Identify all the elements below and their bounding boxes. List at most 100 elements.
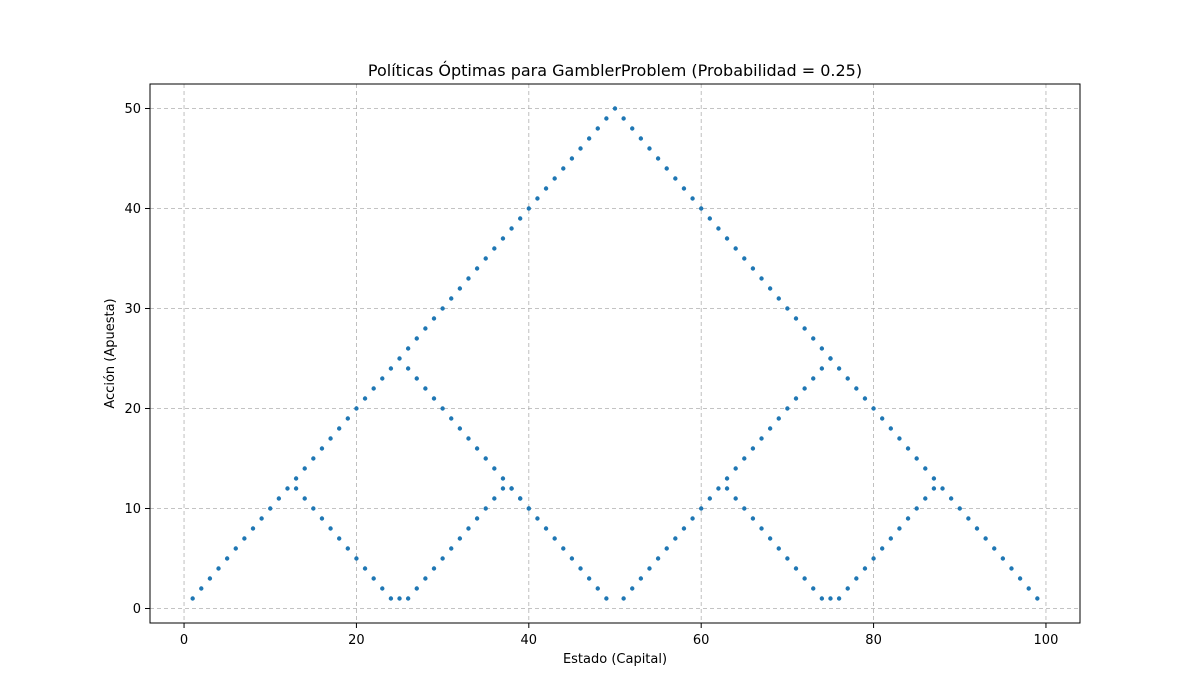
data-point: [371, 386, 376, 391]
data-point: [992, 546, 997, 551]
data-point: [914, 456, 919, 461]
data-point: [845, 376, 850, 381]
data-point: [793, 396, 799, 401]
data-point: [457, 286, 463, 291]
data-point: [862, 566, 868, 571]
data-point: [871, 556, 876, 561]
data-point: [474, 516, 480, 521]
x-axis: 0 20 40 60 80 100: [180, 623, 1058, 648]
data-point: [423, 576, 428, 581]
data-point: [535, 516, 540, 521]
data-point: [517, 216, 523, 221]
data-point: [811, 586, 816, 591]
data-point: [638, 136, 644, 141]
data-point: [974, 526, 980, 531]
data-point: [759, 526, 764, 531]
data-point: [604, 596, 609, 601]
data-point: [543, 526, 549, 531]
y-tick-label: 10: [124, 502, 141, 517]
data-point: [414, 376, 419, 381]
x-tick-label: 0: [180, 633, 188, 648]
data-point: [207, 576, 213, 581]
x-tick-label: 80: [865, 633, 882, 648]
data-point: [431, 316, 437, 321]
data-point: [647, 566, 652, 571]
data-point: [612, 106, 618, 111]
data-point: [259, 516, 264, 521]
data-point: [509, 486, 514, 491]
data-point: [673, 536, 678, 541]
data-point: [405, 596, 411, 601]
data-point: [293, 486, 299, 491]
y-tick-label: 50: [124, 102, 141, 117]
data-point: [526, 506, 532, 511]
data-point: [561, 166, 566, 171]
data-point: [716, 486, 721, 491]
scatter-points: [190, 106, 1040, 601]
x-tick-label: 40: [521, 633, 538, 648]
data-point: [1035, 596, 1040, 601]
data-point: [948, 496, 954, 501]
data-point: [742, 256, 747, 261]
data-point: [604, 116, 609, 121]
data-point: [483, 456, 488, 461]
data-point: [449, 546, 454, 551]
data-point: [785, 406, 790, 411]
data-point: [819, 596, 825, 601]
data-point: [319, 446, 325, 451]
data-point: [431, 396, 437, 401]
data-point: [811, 376, 816, 381]
data-point: [690, 516, 695, 521]
y-axis-title: Acción (Apuesta): [103, 298, 118, 408]
data-point: [1000, 556, 1006, 561]
x-tick-label: 20: [348, 633, 365, 648]
data-point: [707, 496, 713, 501]
data-point: [673, 176, 678, 181]
data-point: [423, 386, 428, 391]
data-point: [698, 506, 704, 511]
data-point: [466, 526, 471, 531]
data-point: [578, 566, 583, 571]
data-point: [500, 476, 506, 481]
data-point: [733, 246, 738, 251]
data-point: [888, 536, 894, 541]
data-point: [440, 306, 445, 311]
data-point: [983, 536, 988, 541]
data-point: [552, 176, 557, 181]
data-point: [440, 556, 445, 561]
data-point: [655, 156, 661, 161]
data-point: [905, 446, 911, 451]
data-point: [302, 466, 307, 471]
y-tick-label: 30: [124, 302, 141, 317]
data-point: [388, 596, 394, 601]
data-point: [414, 336, 419, 341]
y-tick-label: 20: [124, 402, 141, 417]
data-point: [897, 526, 902, 531]
data-point: [552, 536, 557, 541]
data-point: [466, 276, 471, 281]
data-point: [724, 236, 730, 241]
grid: [150, 84, 1080, 623]
data-point: [492, 246, 497, 251]
data-point: [905, 516, 911, 521]
data-point: [586, 576, 592, 581]
x-axis-title: Estado (Capital): [563, 652, 667, 667]
data-point: [268, 506, 273, 511]
data-point: [845, 586, 850, 591]
data-point: [802, 386, 807, 391]
data-point: [879, 416, 885, 421]
y-axis: 0 10 20 30 40 50: [124, 102, 150, 617]
data-point: [397, 596, 402, 601]
data-point: [233, 546, 238, 551]
data-point: [354, 406, 359, 411]
data-point: [767, 426, 773, 431]
data-point: [543, 186, 549, 191]
data-point: [793, 316, 799, 321]
data-point: [1026, 586, 1031, 591]
data-point: [535, 196, 540, 201]
data-point: [1017, 576, 1023, 581]
data-point: [457, 536, 463, 541]
data-point: [328, 436, 333, 441]
